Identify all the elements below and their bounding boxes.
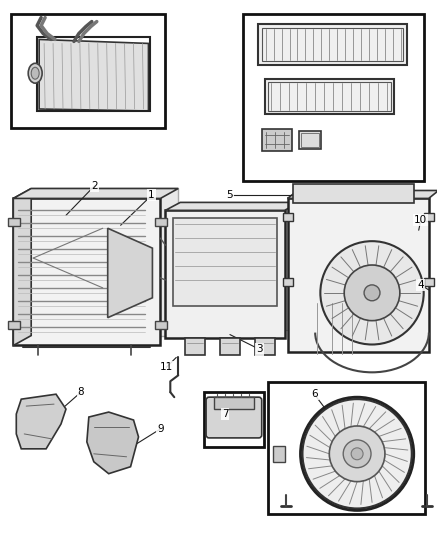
Circle shape — [351, 448, 363, 460]
Bar — [11, 14, 165, 128]
Polygon shape — [16, 394, 66, 449]
Ellipse shape — [28, 63, 42, 83]
Bar — [300, 131, 321, 149]
Bar — [243, 14, 424, 181]
Polygon shape — [288, 190, 438, 198]
Text: 6: 6 — [311, 389, 318, 399]
Bar — [262, 28, 403, 61]
Text: 9: 9 — [157, 424, 164, 434]
Bar — [265, 79, 394, 114]
Polygon shape — [87, 412, 138, 474]
Bar — [13, 198, 160, 345]
Circle shape — [329, 426, 385, 482]
Bar — [173, 219, 277, 306]
Text: 8: 8 — [78, 387, 84, 397]
Bar — [301, 133, 319, 147]
Bar — [214, 397, 254, 409]
Polygon shape — [108, 228, 152, 318]
Circle shape — [303, 399, 412, 508]
Bar — [283, 278, 293, 286]
Bar — [268, 82, 391, 111]
Circle shape — [343, 440, 371, 468]
Bar — [255, 337, 275, 356]
Bar — [262, 129, 292, 151]
Polygon shape — [39, 39, 148, 111]
Bar — [258, 23, 407, 65]
Text: 7: 7 — [222, 409, 228, 419]
Bar — [273, 446, 285, 462]
Polygon shape — [31, 189, 178, 336]
Bar — [8, 321, 20, 329]
Text: 10: 10 — [414, 215, 427, 225]
Text: 11: 11 — [160, 362, 173, 373]
Bar — [288, 198, 429, 352]
Text: 4: 4 — [417, 280, 424, 290]
Polygon shape — [180, 203, 300, 329]
Bar — [220, 337, 240, 356]
Ellipse shape — [31, 67, 39, 79]
Text: 1: 1 — [148, 190, 155, 200]
Text: 2: 2 — [92, 181, 98, 190]
FancyBboxPatch shape — [206, 397, 262, 438]
Bar — [283, 213, 293, 221]
Bar — [185, 337, 205, 356]
Bar — [165, 211, 285, 337]
Polygon shape — [13, 189, 178, 198]
Bar — [204, 392, 264, 447]
Bar — [37, 37, 150, 111]
Bar — [155, 321, 167, 329]
Circle shape — [344, 265, 400, 321]
Text: 5: 5 — [226, 190, 233, 200]
Bar — [293, 183, 414, 204]
Bar — [8, 219, 20, 226]
Bar — [424, 213, 434, 221]
Bar — [424, 278, 434, 286]
Text: 3: 3 — [256, 344, 263, 354]
Circle shape — [364, 285, 380, 301]
Polygon shape — [13, 189, 31, 345]
Polygon shape — [165, 203, 300, 211]
Circle shape — [320, 241, 424, 344]
Bar — [268, 382, 425, 514]
Bar — [155, 219, 167, 226]
